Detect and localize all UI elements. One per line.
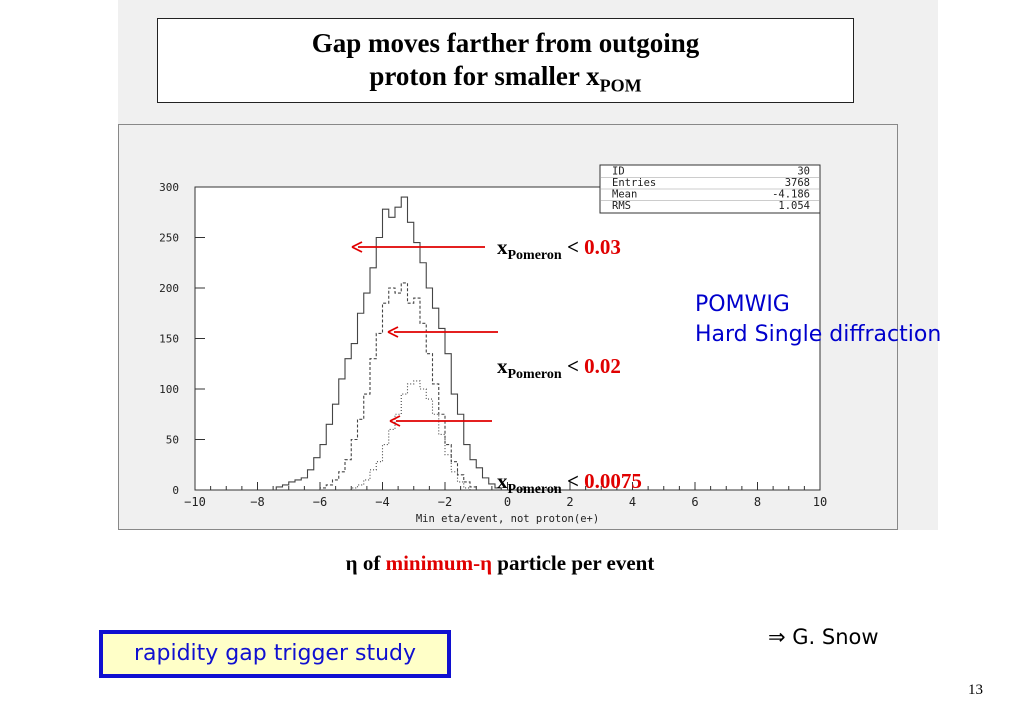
cut-1-op: <	[561, 235, 585, 259]
cut-label-3: xPomeron < 0.0075	[497, 469, 642, 498]
page-number: 13	[968, 682, 983, 698]
slide-title-line1: Gap moves farther from outgoing	[311, 28, 700, 58]
x-caption: η of minimum-η particle per event	[0, 551, 1000, 576]
x-caption-pre: η of	[345, 551, 386, 575]
credit-text: ⇒ G. Snow	[768, 625, 879, 649]
x-caption-post: particle per event	[492, 551, 655, 575]
cut-1-sub: Pomeron	[507, 248, 562, 264]
cut-1-value: 0.03	[584, 235, 621, 259]
cut-2-sub: Pomeron	[507, 367, 562, 383]
slide-title-box: Gap moves farther from outgoing proton f…	[157, 18, 854, 103]
pomwig-note: POMWIG Hard Single diffraction	[695, 290, 941, 350]
pomwig-line2: Hard Single diffraction	[695, 322, 942, 347]
cut-2-op: <	[561, 354, 585, 378]
cut-label-2: xPomeron < 0.02	[497, 354, 621, 383]
x-caption-red: minimum-η	[385, 551, 493, 575]
cut-2-value: 0.02	[584, 354, 621, 378]
cut-3-op: <	[561, 469, 585, 493]
slide-title-subscript: POM	[599, 75, 642, 96]
cut-3-x: x	[497, 469, 508, 493]
slide-title-line2-text: proton for smaller x	[369, 61, 600, 91]
cut-2-x: x	[497, 354, 508, 378]
cut-3-sub: Pomeron	[507, 482, 562, 498]
trigger-study-box: rapidity gap trigger study	[99, 630, 451, 678]
cut-label-1: xPomeron < 0.03	[497, 235, 621, 264]
cut-1-x: x	[497, 235, 508, 259]
pomwig-line1: POMWIG	[695, 292, 790, 317]
cut-3-value: 0.0075	[584, 469, 642, 493]
slide-title-line2: proton for smaller xPOM	[158, 60, 853, 102]
